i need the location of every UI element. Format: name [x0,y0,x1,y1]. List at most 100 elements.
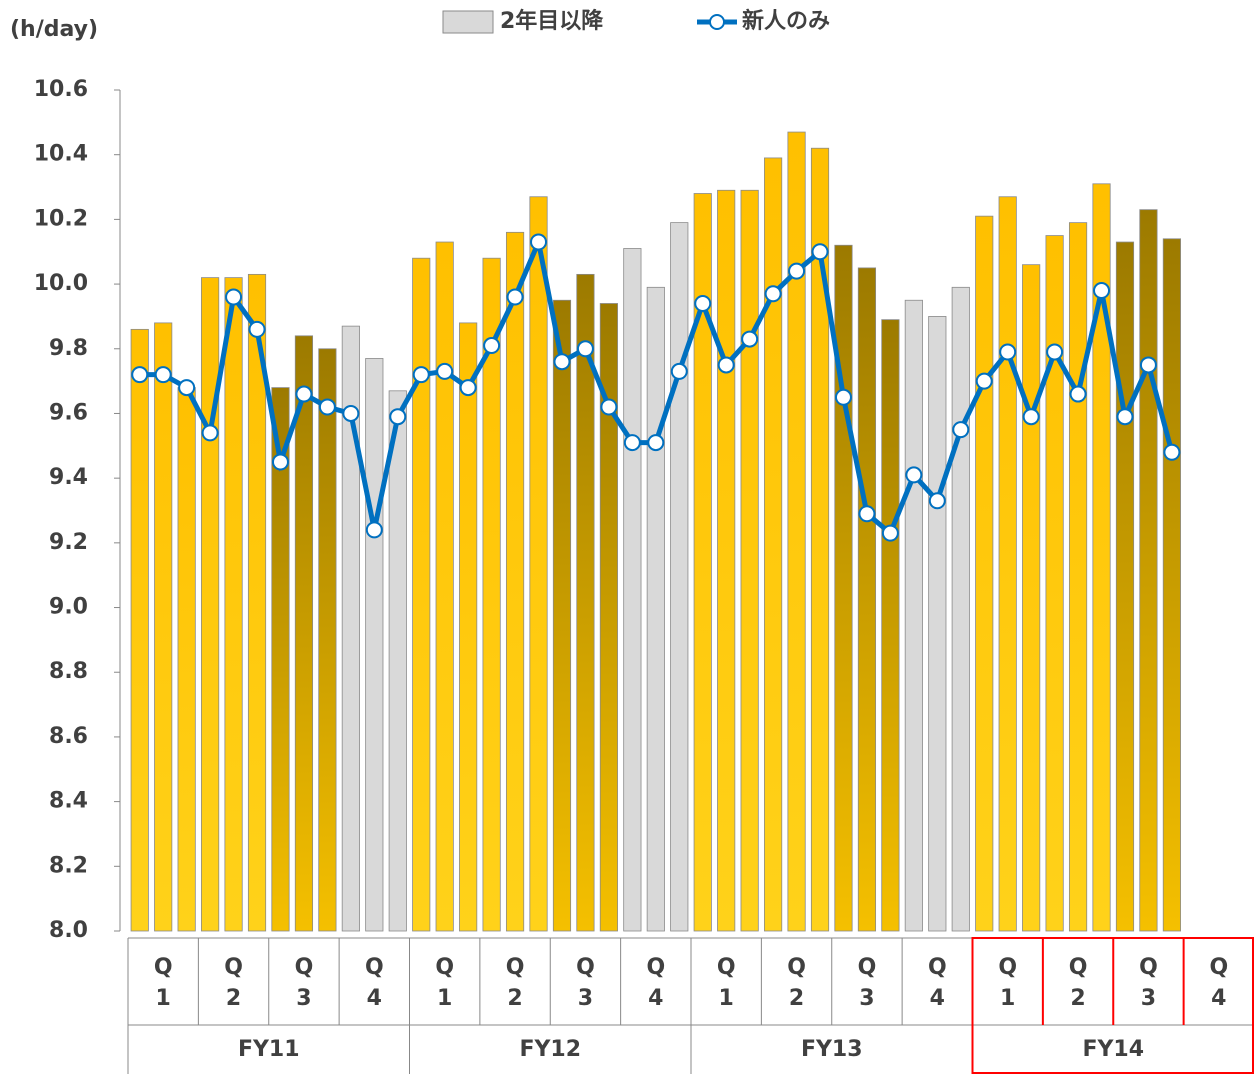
quarter-label: 1 [437,986,452,1011]
legend-swatch [442,10,494,34]
bar [247,273,267,932]
marker [881,524,899,542]
bar [412,257,431,932]
bar [576,273,595,932]
quarter-label: Q [365,955,384,980]
marker [506,288,524,306]
quarter-label: Q [435,955,454,980]
marker [975,372,993,390]
bar [904,299,923,932]
marker [436,362,454,380]
marker [1093,282,1111,300]
bar [764,157,783,932]
quarter-label: 4 [930,986,945,1011]
bar [928,316,947,932]
legend-label: 新人のみ [742,8,830,34]
bar [646,286,665,932]
marker [834,388,852,406]
marker [576,340,594,358]
quarter-label: 1 [156,986,171,1011]
marker [623,434,641,452]
bar [810,147,830,932]
y-tick-label: 10.4 [34,142,88,167]
y-tick-label: 8.0 [49,918,88,943]
bar [505,231,525,932]
bar [294,335,314,932]
marker [412,366,430,384]
bar [341,325,360,932]
marker [225,288,243,306]
quarter-label: Q [1139,955,1158,980]
y-tick-label: 9.6 [49,400,88,425]
bar [1045,235,1064,932]
y-tick-label: 9.4 [49,465,88,490]
bar [388,390,407,932]
quarter-label: Q [1069,955,1088,980]
bar [529,196,548,932]
marker [764,285,782,303]
y-tick-label: 8.4 [49,789,88,814]
marker [248,320,266,338]
quarter-label: 2 [1070,986,1085,1011]
bar [975,215,994,932]
bar [201,277,220,932]
bar [177,387,196,932]
bar [740,189,759,932]
bar [552,299,572,932]
quarter-label: 1 [1000,986,1015,1011]
y-tick-label: 10.6 [34,77,88,102]
quarter-label: Q [295,955,314,980]
y-tick-label: 8.2 [49,853,88,878]
fiscal-year-label: FY13 [801,1037,863,1062]
quarter-label: 1 [719,986,734,1011]
quarter-label: Q [928,955,947,980]
bar [154,322,173,932]
marker [811,243,829,261]
bar [271,387,290,932]
bar [1068,222,1088,932]
marker [858,505,876,523]
marker [530,233,548,251]
quarter-label: Q [646,955,665,980]
fiscal-year-label: FY14 [1082,1037,1144,1062]
quarter-label: 2 [226,986,241,1011]
quarter-label: 3 [296,986,311,1011]
quarter-label: Q [787,955,806,980]
marker [600,398,618,416]
bar [224,277,243,932]
quarter-label: 2 [507,986,522,1011]
marker [131,366,149,384]
bar [787,131,806,932]
bar [1092,183,1111,932]
marker [1139,356,1157,374]
y-tick-label: 10.2 [34,206,88,231]
quarter-label: 3 [578,986,593,1011]
marker [928,492,946,510]
legend-marker [709,14,725,30]
marker [295,385,313,403]
marker [694,294,712,312]
quarter-label: Q [154,955,173,980]
quarter-label: Q [576,955,595,980]
marker [154,366,172,384]
bar [1022,264,1041,932]
marker [1046,343,1064,361]
y-tick-label: 8.8 [49,659,88,684]
marker [318,398,336,416]
highlight-box [971,937,1254,1074]
legend-label: 2年目以降 [500,8,604,34]
bar [318,348,337,932]
bar [435,241,454,932]
bar [130,328,149,932]
bar [623,248,642,932]
quarter-label: 4 [367,986,382,1011]
marker [365,521,383,539]
marker [178,379,196,397]
quarter-label: Q [998,955,1017,980]
bar [951,286,970,932]
quarter-label: Q [506,955,525,980]
marker [201,424,219,442]
y-tick-label: 9.8 [49,336,88,361]
marker [905,466,923,484]
quarter-label: Q [858,955,877,980]
